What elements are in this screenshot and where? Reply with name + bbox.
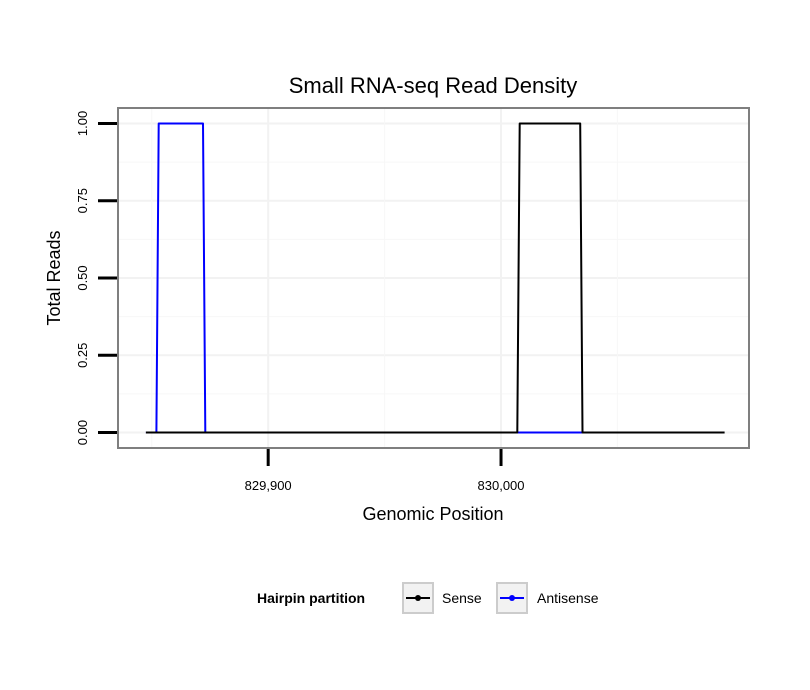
plot-data — [145, 122, 725, 434]
series-line-sense — [145, 122, 725, 434]
y-tick-label: 0.75 — [75, 188, 90, 213]
legend-label-sense: Sense — [442, 590, 482, 606]
legend-label-antisense: Antisense — [537, 590, 599, 606]
y-tick-label: 0.00 — [75, 420, 90, 445]
y-tick-label: 1.00 — [75, 111, 90, 136]
legend-title: Hairpin partition — [257, 590, 365, 606]
axes: 0.00 0.25 0.50 0.75 1.00 829,900 830,000 — [75, 111, 525, 493]
y-tick-label: 0.25 — [75, 343, 90, 368]
x-axis-title: Genomic Position — [362, 504, 503, 524]
legend-key-sense-point — [415, 595, 421, 601]
chart-title: Small RNA-seq Read Density — [289, 73, 578, 98]
x-tick-label: 830,000 — [478, 478, 525, 493]
x-tick-label: 829,900 — [245, 478, 292, 493]
legend: Hairpin partition Sense Antisense — [257, 582, 599, 614]
grid — [118, 108, 749, 448]
legend-key-antisense-point — [509, 595, 515, 601]
plot-panel-border — [117, 107, 750, 449]
y-axis-title: Total Reads — [44, 230, 64, 325]
y-tick-label: 0.50 — [75, 265, 90, 290]
